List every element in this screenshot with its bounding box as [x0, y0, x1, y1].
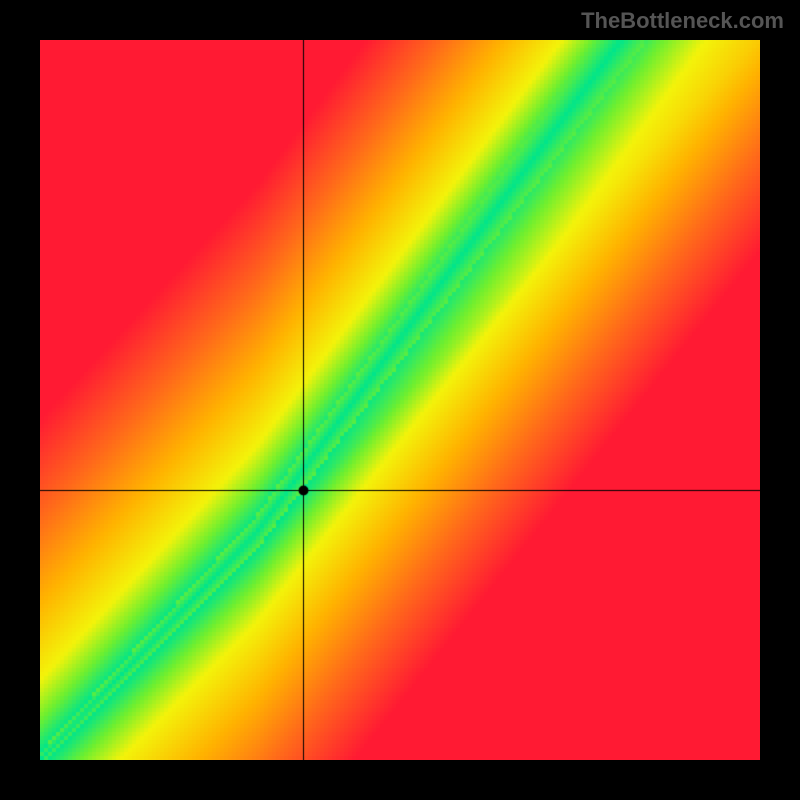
heatmap-canvas: [40, 40, 760, 760]
chart-container: TheBottleneck.com: [0, 0, 800, 800]
watermark-text: TheBottleneck.com: [581, 8, 784, 34]
plot-area: [40, 40, 760, 760]
